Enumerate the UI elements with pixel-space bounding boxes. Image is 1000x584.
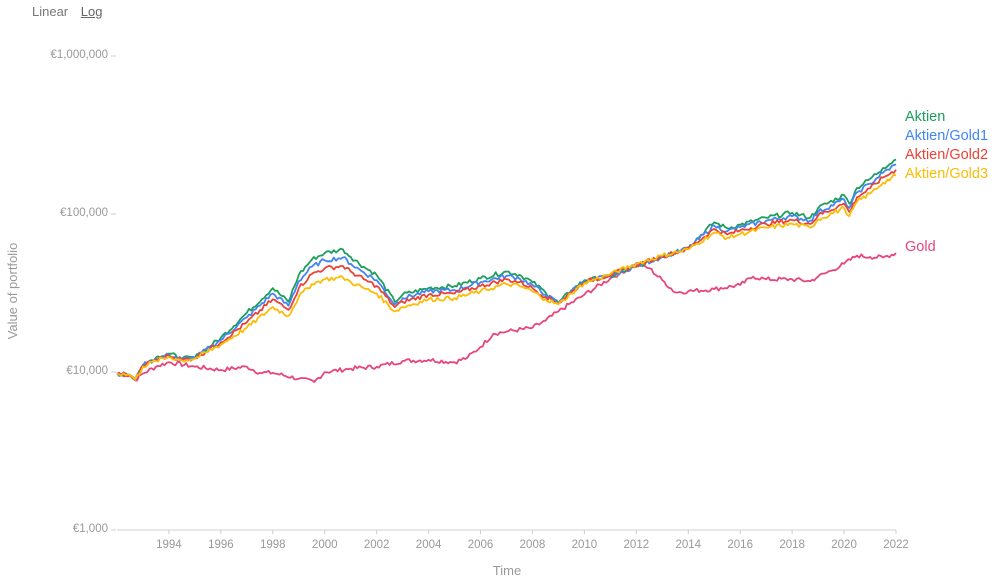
series-line-aktien-gold3 — [116, 173, 897, 381]
x-tick-label: 2010 — [572, 539, 598, 551]
x-tick-label: 1996 — [208, 539, 234, 551]
y-tick-label: €10,000 — [66, 365, 108, 377]
x-tick-label: 2012 — [624, 539, 650, 551]
y-tick-label: €1,000 — [73, 523, 108, 535]
log-scale-button[interactable]: Log — [80, 4, 103, 19]
x-tick-label: 2004 — [416, 539, 442, 551]
chart-series — [116, 158, 897, 383]
series-label-gold: Gold — [905, 239, 936, 255]
series-label-aktien-gold1: Aktien/Gold1 — [905, 128, 988, 144]
x-tick-label: 2018 — [779, 539, 805, 551]
series-line-aktien-gold1 — [116, 163, 897, 381]
series-label-aktien-gold2: Aktien/Gold2 — [905, 147, 988, 163]
x-tick-label: 2006 — [468, 539, 494, 551]
series-line-aktien — [116, 158, 897, 381]
x-tick-label: 2008 — [520, 539, 546, 551]
series-line-gold — [116, 252, 897, 383]
x-tick-label: 2022 — [883, 539, 909, 551]
linear-scale-button[interactable]: Linear — [32, 4, 69, 19]
x-tick-label: 2020 — [831, 539, 857, 551]
x-axis-title: Time — [493, 563, 521, 578]
x-tick-label: 2000 — [312, 539, 338, 551]
scale-toggle: Linear Log — [32, 4, 111, 19]
y-tick-label: €100,000 — [60, 207, 108, 219]
x-tick-label: 1998 — [260, 539, 286, 551]
x-tick-label: 2016 — [727, 539, 753, 551]
y-tick-label: €1,000,000 — [50, 49, 108, 61]
x-tick-label: 2014 — [675, 539, 701, 551]
series-label-aktien: Aktien — [905, 109, 945, 125]
x-tick-label: 2002 — [364, 539, 390, 551]
series-label-aktien-gold3: Aktien/Gold3 — [905, 166, 988, 182]
y-axis-title: Value of portfolio — [5, 243, 20, 340]
series-line-aktien-gold2 — [116, 169, 897, 381]
x-tick-label: 1994 — [156, 539, 182, 551]
series-labels: Gold Aktien Aktien/Gold1 Aktien/Gold2 Aktien… — [905, 109, 988, 255]
chart-axes: €1,000 €10,000 €100,000 €1,000,000 1994 1996 1… — [50, 49, 908, 551]
